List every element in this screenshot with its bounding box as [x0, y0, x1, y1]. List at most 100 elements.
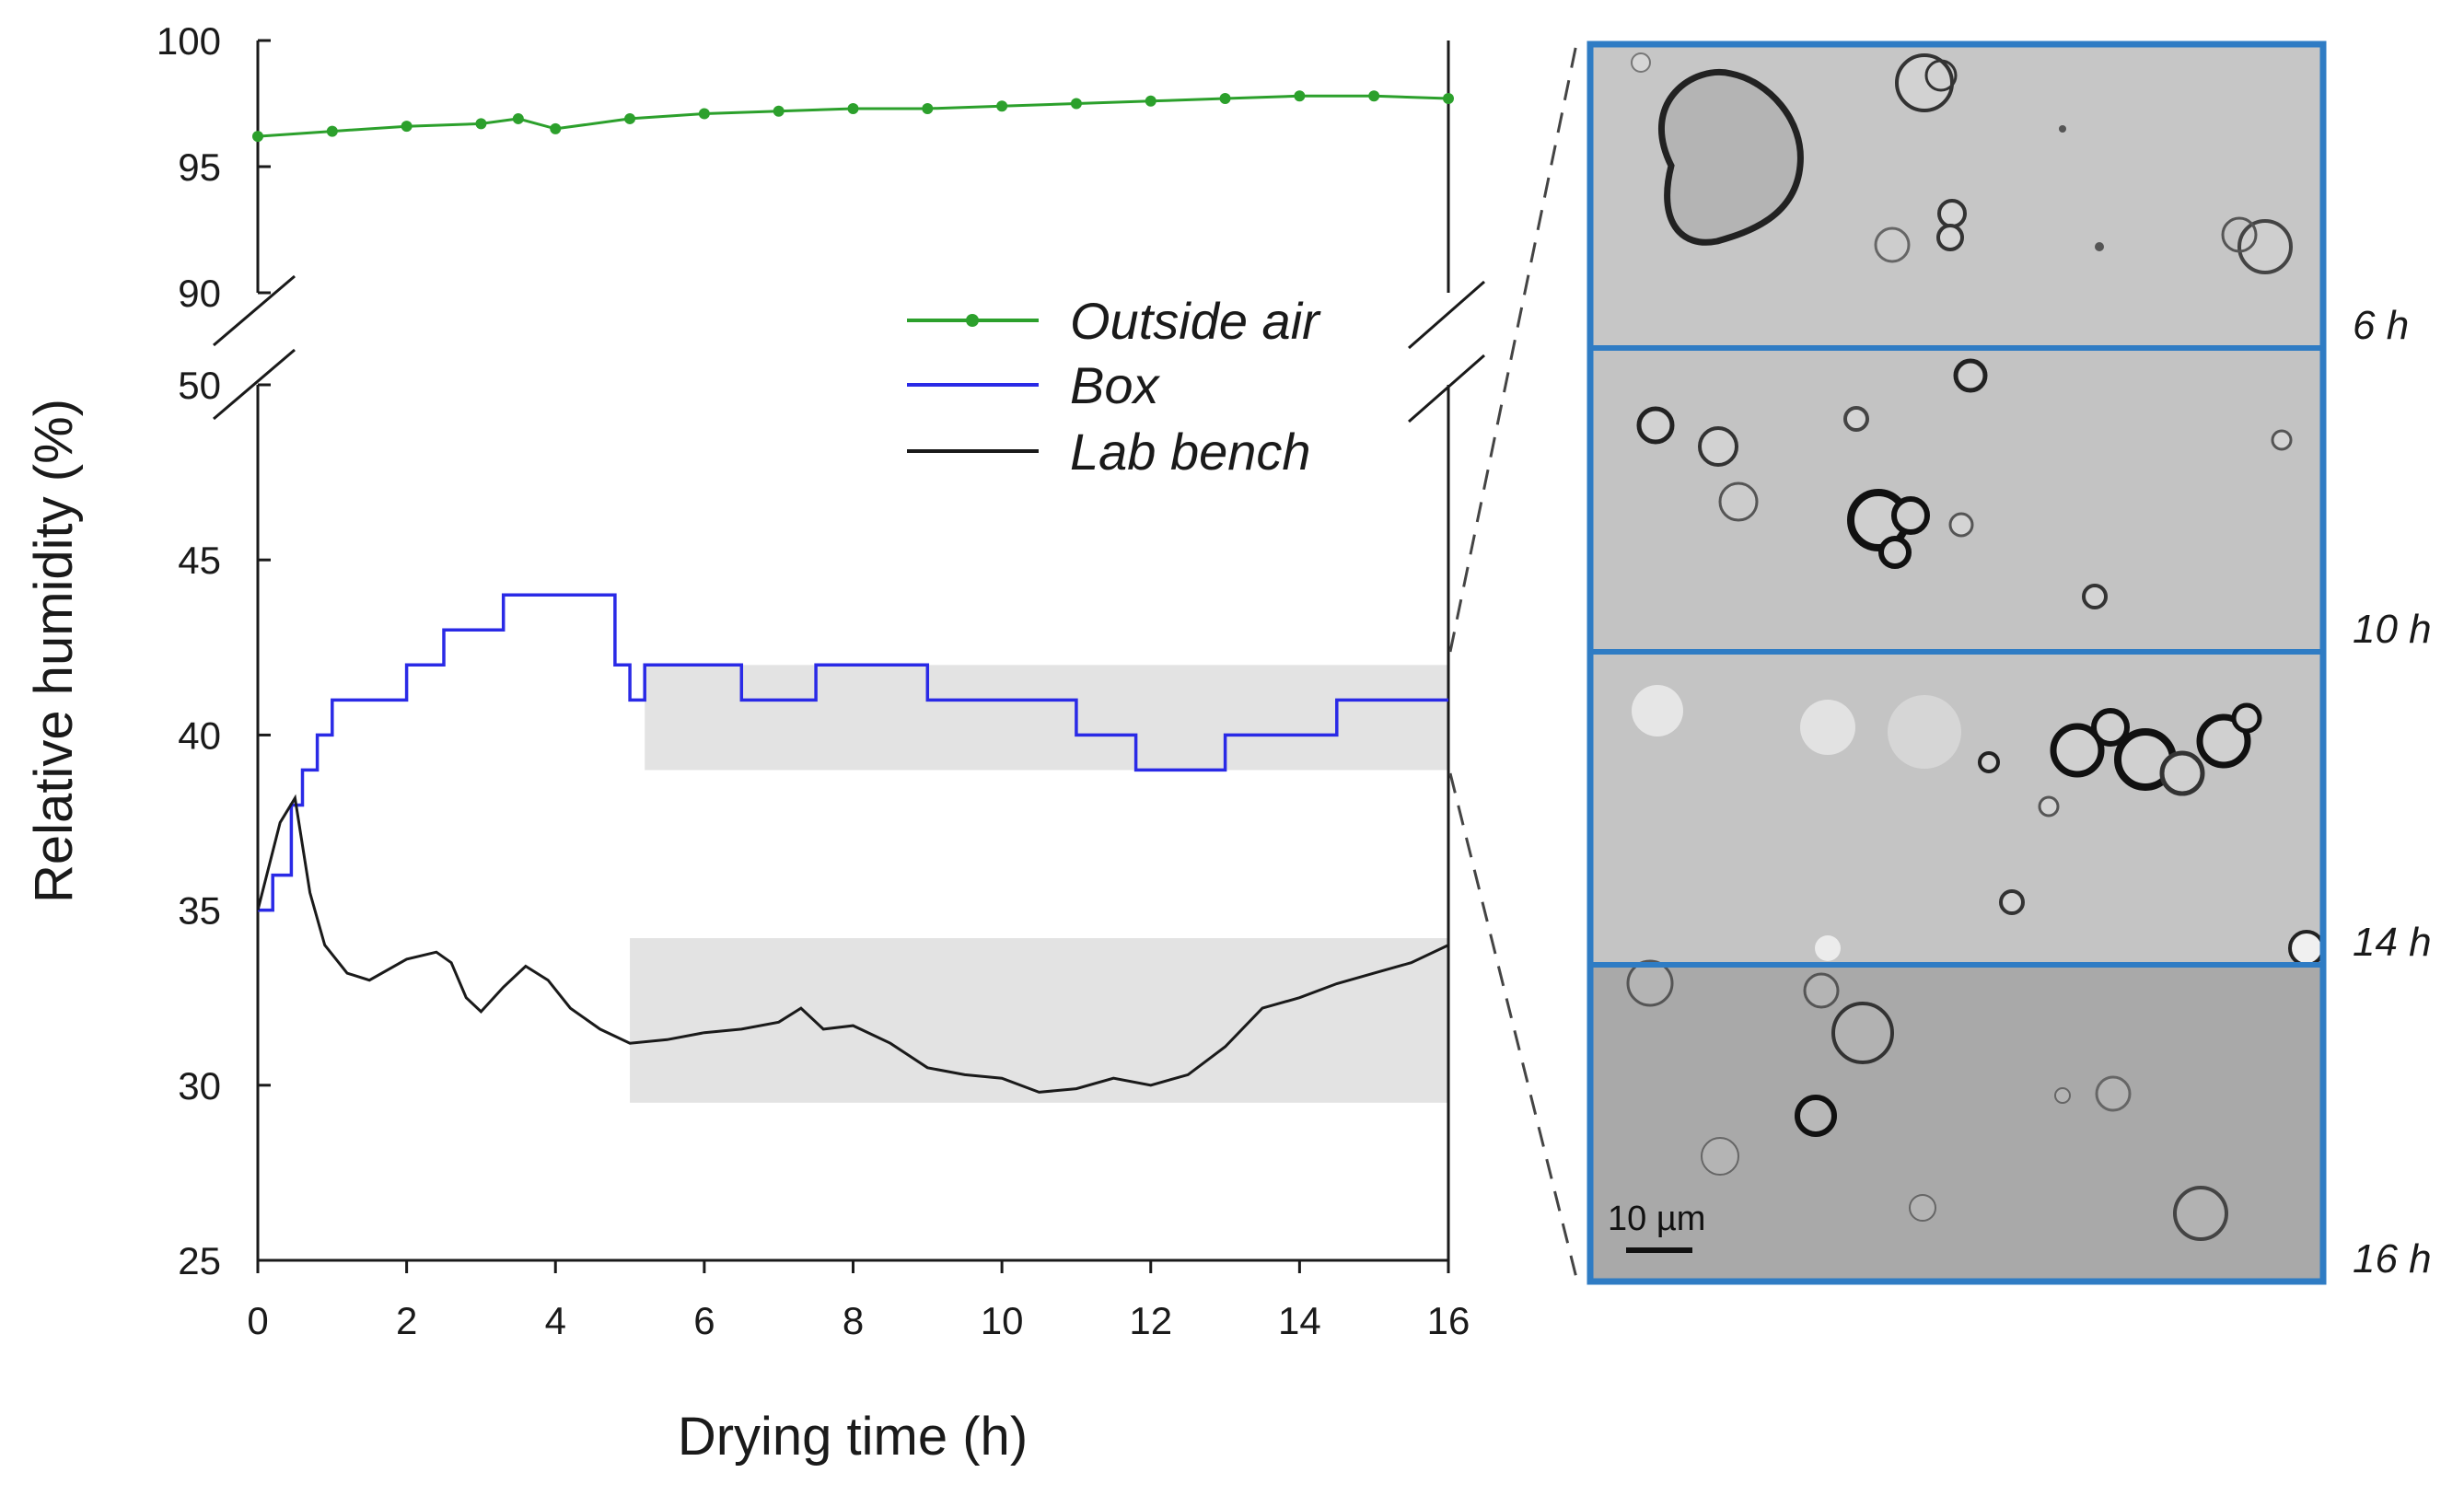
particle-6h — [1924, 59, 1958, 92]
micrograph-10h — [1590, 348, 2323, 652]
axis-break-mark-left-2 — [213, 348, 296, 421]
y-tick-label: 50 — [178, 364, 221, 407]
particle-10h — [2271, 429, 2293, 451]
particle-10h — [1698, 426, 1738, 467]
data-point-outside-air — [847, 102, 859, 114]
particle-6h — [2059, 125, 2066, 133]
particle-10h — [2082, 584, 2108, 609]
data-point-outside-air — [1070, 98, 1082, 110]
x-tick-label: 12 — [1129, 1299, 1172, 1342]
legend-label-lab-bench: Lab bench — [1070, 423, 1311, 481]
particle-14h — [2231, 702, 2262, 734]
y-tick-label: 35 — [178, 889, 221, 933]
data-point-outside-air — [326, 125, 338, 137]
y-tick-label: 100 — [157, 19, 221, 63]
particle-14h — [2196, 713, 2251, 769]
zoom-connectors — [1448, 43, 1578, 1279]
x-tick-label: 6 — [693, 1299, 715, 1342]
particle-10h — [1953, 358, 1988, 393]
legend-label-outside-air: Outside air — [1070, 292, 1321, 350]
zoom-connector-top — [1448, 43, 1578, 653]
data-point-outside-air — [475, 118, 487, 130]
x-tick-label: 16 — [1427, 1299, 1470, 1342]
y-tick-label: 95 — [178, 145, 221, 189]
particle-10h — [1948, 512, 1974, 538]
y-axis-title: Relative humidity (%) — [24, 399, 84, 903]
y-tick-label: 90 — [178, 272, 221, 315]
zoom-connector-bottom — [1448, 772, 1578, 1279]
particle-6h — [2237, 219, 2293, 274]
data-point-outside-air — [512, 112, 524, 124]
particle-10h — [1878, 536, 1912, 569]
data-point-outside-air — [698, 108, 710, 120]
particle-6h — [1895, 53, 1954, 112]
particle-6h — [1936, 224, 1964, 251]
axis-break-mark-left-1 — [213, 274, 296, 347]
y-tick-label: 30 — [178, 1064, 221, 1108]
series-line-lab-bench — [256, 794, 1449, 1094]
x-tick-label: 14 — [1278, 1299, 1321, 1342]
x-ticks: 0 2 4 6 8 10 12 14 16 — [247, 1260, 1470, 1342]
micrograph-time-label: 10 h — [2353, 607, 2432, 652]
particle-14h — [2050, 723, 2105, 778]
particle-16h — [2054, 1087, 2071, 1104]
legend-label-box: Box — [1070, 356, 1160, 414]
particle-6h — [2095, 242, 2104, 251]
particle-14h — [1888, 695, 1961, 769]
series-lines — [252, 90, 1454, 1094]
x-tick-label: 2 — [396, 1299, 417, 1342]
particle-14h — [2159, 750, 2205, 796]
particle-16h — [2173, 1186, 2228, 1241]
data-point-outside-air — [1368, 90, 1380, 102]
particle-14h — [2038, 795, 2060, 818]
micrograph-time-label: 14 h — [2353, 920, 2432, 965]
series-line-box — [258, 593, 1448, 912]
particle-16h — [1701, 1137, 1739, 1176]
particle-14h — [1800, 700, 1855, 755]
particle-6h — [1631, 52, 1651, 73]
particle-16h — [1803, 972, 1840, 1009]
x-axis-title: Drying time (h) — [678, 1407, 1028, 1467]
legend: Outside air Box Lab bench — [907, 292, 1321, 481]
data-point-outside-air — [624, 112, 636, 124]
data-point-outside-air — [1145, 95, 1156, 107]
x-tick-label: 4 — [545, 1299, 566, 1342]
micrograph-frame — [1586, 41, 2327, 1285]
particle-10h — [1891, 496, 1930, 535]
axis-break-mark-right-1 — [1408, 280, 1485, 350]
x-tick-label: 0 — [247, 1299, 268, 1342]
data-point-outside-air — [1219, 93, 1231, 105]
particle-14h — [1999, 889, 2025, 915]
data-point-outside-air — [773, 105, 785, 117]
micrograph-time-label: 16 h — [2353, 1236, 2432, 1281]
particle-14h — [2288, 930, 2325, 967]
micrograph-14h — [1590, 652, 2323, 965]
data-point-outside-air — [550, 122, 562, 134]
y-tick-label: 40 — [178, 713, 221, 757]
y-ticks: 90 95 100 25 30 35 40 45 50 — [157, 19, 271, 1282]
axis-break-mark-right-2 — [1408, 354, 1485, 423]
series-line-outside-air — [257, 94, 1449, 138]
y-tick-label: 45 — [178, 539, 221, 582]
particle-16h — [1831, 1002, 1894, 1064]
data-point-outside-air — [922, 102, 934, 114]
particle-16h — [1626, 959, 1674, 1007]
particle-16h — [2095, 1075, 2132, 1112]
data-point-outside-air — [401, 121, 413, 133]
particle-6h — [2221, 216, 2258, 253]
highlight-bands — [630, 665, 1448, 1103]
particle-6h — [1874, 226, 1911, 263]
x-tick-label: 8 — [843, 1299, 864, 1342]
data-point-outside-air — [1294, 90, 1306, 102]
scale-bar-label: 10 µm — [1608, 1200, 1705, 1238]
particle-10h — [1843, 406, 1869, 432]
data-point-outside-air — [1443, 93, 1454, 105]
particle-16h — [1909, 1194, 1936, 1222]
y-tick-label: 25 — [178, 1239, 221, 1282]
particle-14h — [1632, 685, 1683, 736]
legend-marker-outside-air — [966, 314, 979, 327]
particle-10h — [1636, 406, 1675, 445]
particle-14h — [2091, 708, 2130, 747]
particle-14h — [1978, 751, 2000, 773]
